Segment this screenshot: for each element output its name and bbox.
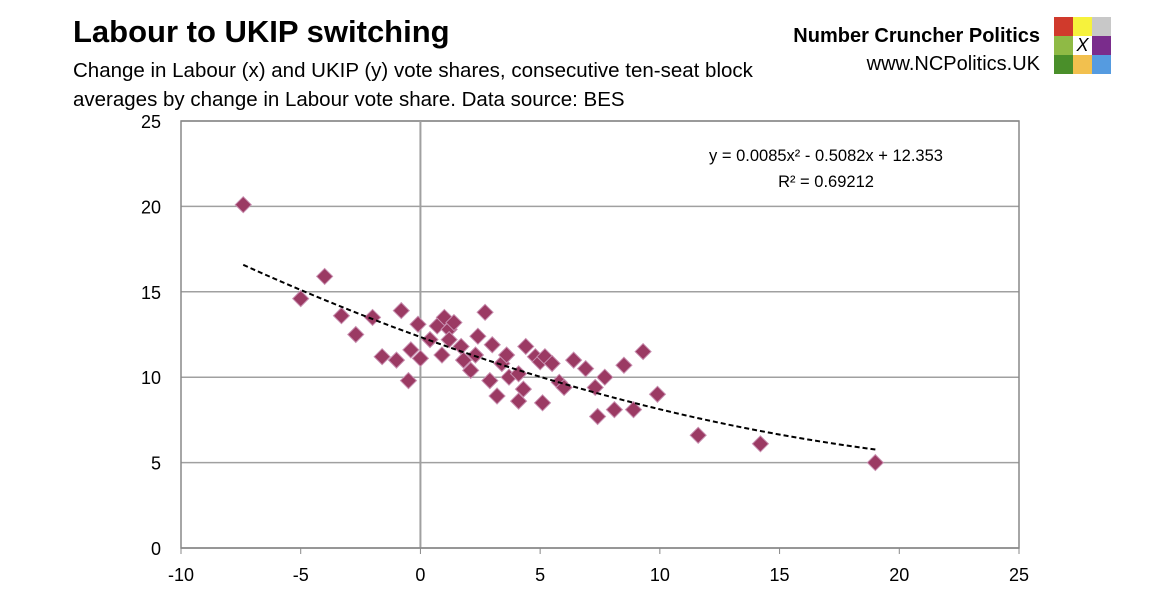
data-point (588, 407, 607, 426)
brand-name: Number Cruncher Politics (793, 25, 1040, 47)
y-tick-label: 20 (141, 197, 161, 217)
x-tick-label: -10 (168, 565, 194, 585)
logo-cell (1054, 17, 1073, 36)
data-point (533, 394, 552, 412)
y-tick-label: 5 (151, 454, 161, 474)
data-point (392, 301, 410, 320)
brand-logo: X (1054, 17, 1111, 74)
data-point (445, 313, 463, 332)
data-point (648, 385, 667, 403)
data-point (454, 351, 473, 369)
data-point (411, 349, 430, 368)
data-point (466, 346, 485, 364)
data-point (605, 400, 624, 419)
x-tick-label: 10 (650, 565, 670, 585)
x-tick-label: 20 (889, 565, 909, 585)
x-tick-label: 25 (1009, 565, 1029, 585)
logo-cell (1054, 36, 1073, 55)
data-point (409, 315, 427, 333)
data-point (624, 400, 643, 419)
logo-cell (1092, 36, 1111, 55)
r-squared-label: R² = 0.69212 (778, 173, 874, 191)
chart-title: Labour to UKIP switching (73, 14, 450, 49)
trendline (242, 263, 876, 451)
logo-cell (1073, 55, 1092, 74)
data-point (634, 342, 652, 361)
x-tick-label: 5 (535, 565, 545, 585)
data-point (315, 267, 334, 286)
data-point (514, 380, 533, 398)
data-point (576, 359, 595, 378)
data-point (387, 351, 406, 369)
data-point (751, 435, 770, 453)
logo-cell: X (1073, 35, 1092, 55)
x-tick-label: 15 (770, 565, 790, 585)
logo-cell (1092, 17, 1111, 36)
chart-subtitle: Change in Labour (x) and UKIP (y) vote s… (73, 59, 753, 111)
logo-cell (1073, 17, 1092, 36)
data-point (488, 387, 506, 405)
data-point (433, 346, 451, 364)
logo-cell (1092, 55, 1111, 74)
y-tick-label: 10 (141, 368, 161, 388)
x-tick-label: 0 (415, 565, 425, 585)
y-tick-label: 25 (141, 112, 161, 132)
data-point (564, 351, 583, 369)
data-point (469, 327, 487, 345)
data-point (481, 371, 499, 390)
brand: Number Cruncher Politics www.NCPolitics.… (793, 22, 1040, 78)
data-point (402, 341, 420, 359)
data-point (347, 325, 365, 344)
data-point (596, 368, 614, 386)
data-point (292, 289, 310, 308)
data-point (399, 371, 418, 390)
data-point (332, 307, 351, 325)
data-point (689, 426, 707, 444)
data-point (234, 195, 252, 214)
data-point (483, 336, 501, 354)
data-point (615, 356, 633, 374)
y-tick-label: 15 (141, 283, 161, 303)
plot-area (180, 120, 1020, 549)
data-point (517, 337, 535, 356)
brand-url: www.NCPolitics.UK (866, 53, 1040, 75)
data-point (373, 347, 391, 366)
x-tick-label: -5 (293, 565, 309, 585)
data-point (462, 361, 480, 380)
data-point (363, 308, 382, 327)
y-tick-label: 0 (151, 539, 161, 559)
data-point (476, 303, 494, 322)
data-point (497, 346, 516, 364)
data-point (543, 354, 561, 373)
data-point (866, 453, 885, 472)
trendline-equation: y = 0.0085x² - 0.5082x + 12.353 (709, 147, 943, 165)
data-point (509, 392, 528, 410)
data-point (440, 330, 458, 349)
logo-cell (1054, 55, 1073, 74)
